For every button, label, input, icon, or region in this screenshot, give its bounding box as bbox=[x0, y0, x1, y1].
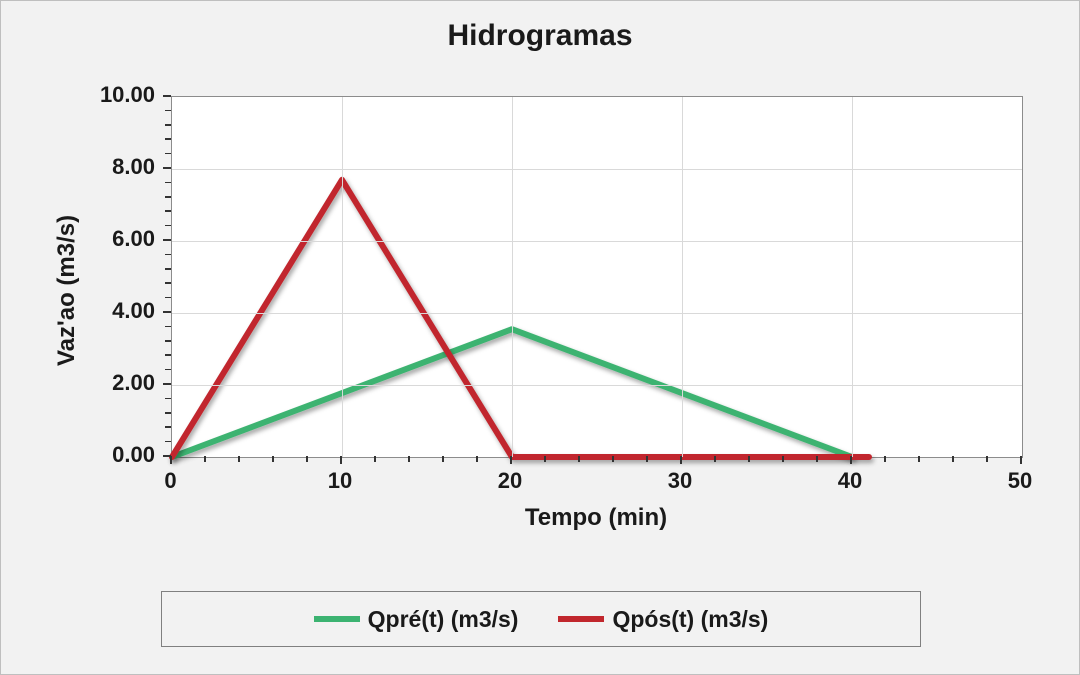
x-minor-tick bbox=[544, 456, 546, 462]
y-minor-tick bbox=[165, 210, 171, 212]
x-minor-tick bbox=[952, 456, 954, 462]
y-minor-tick bbox=[165, 441, 171, 443]
x-tick bbox=[1020, 456, 1022, 464]
x-tick-label: 10 bbox=[328, 468, 352, 494]
grid-line-horizontal bbox=[172, 241, 1022, 242]
y-minor-tick bbox=[165, 225, 171, 227]
x-minor-tick bbox=[374, 456, 376, 462]
y-minor-tick bbox=[165, 124, 171, 126]
y-minor-tick bbox=[165, 426, 171, 428]
x-minor-tick bbox=[272, 456, 274, 462]
chart-lines bbox=[172, 97, 1022, 457]
plot-area bbox=[171, 96, 1023, 458]
y-minor-tick bbox=[165, 254, 171, 256]
y-minor-tick bbox=[165, 268, 171, 270]
x-tick bbox=[170, 456, 172, 464]
legend-swatch bbox=[314, 616, 360, 622]
x-minor-tick bbox=[816, 456, 818, 462]
y-minor-tick bbox=[165, 196, 171, 198]
legend: Qpré(t) (m3/s) Qpós(t) (m3/s) bbox=[161, 591, 921, 647]
x-minor-tick bbox=[748, 456, 750, 462]
x-minor-tick bbox=[578, 456, 580, 462]
y-tick-label: 8.00 bbox=[112, 154, 155, 180]
y-minor-tick bbox=[165, 110, 171, 112]
x-tick-label: 50 bbox=[1008, 468, 1032, 494]
y-minor-tick bbox=[165, 354, 171, 356]
y-minor-tick bbox=[165, 340, 171, 342]
x-minor-tick bbox=[646, 456, 648, 462]
x-tick-label: 40 bbox=[838, 468, 862, 494]
x-tick-label: 20 bbox=[498, 468, 522, 494]
x-axis-title: Tempo (min) bbox=[171, 504, 1021, 532]
legend-label: Qpós(t) (m3/s) bbox=[612, 606, 768, 633]
x-tick bbox=[850, 456, 852, 464]
y-minor-tick bbox=[165, 398, 171, 400]
y-minor-tick bbox=[165, 282, 171, 284]
y-tick bbox=[163, 95, 171, 97]
grid-line-vertical bbox=[852, 97, 853, 457]
x-tick bbox=[680, 456, 682, 464]
y-minor-tick bbox=[165, 369, 171, 371]
grid-line-horizontal bbox=[172, 169, 1022, 170]
x-tick-label: 0 bbox=[164, 468, 176, 494]
y-tick-label: 0.00 bbox=[112, 442, 155, 468]
x-minor-tick bbox=[986, 456, 988, 462]
x-minor-tick bbox=[306, 456, 308, 462]
y-minor-tick bbox=[165, 326, 171, 328]
y-minor-tick bbox=[165, 412, 171, 414]
x-minor-tick bbox=[408, 456, 410, 462]
x-minor-tick bbox=[884, 456, 886, 462]
y-tick-label: 6.00 bbox=[112, 226, 155, 252]
x-minor-tick bbox=[612, 456, 614, 462]
x-minor-tick bbox=[204, 456, 206, 462]
x-minor-tick bbox=[238, 456, 240, 462]
y-tick bbox=[163, 383, 171, 385]
y-minor-tick bbox=[165, 182, 171, 184]
chart-container: Hidrogramas Vaz'ao (m3/s) Tempo (min) Qp… bbox=[0, 0, 1080, 675]
legend-label: Qpré(t) (m3/s) bbox=[368, 606, 519, 633]
y-minor-tick bbox=[165, 153, 171, 155]
x-tick bbox=[510, 456, 512, 464]
y-axis-title: Vaz'ao (m3/s) bbox=[53, 215, 81, 366]
x-minor-tick bbox=[918, 456, 920, 462]
y-minor-tick bbox=[165, 138, 171, 140]
y-tick-label: 4.00 bbox=[112, 298, 155, 324]
y-tick bbox=[163, 167, 171, 169]
x-minor-tick bbox=[476, 456, 478, 462]
grid-line-horizontal bbox=[172, 313, 1022, 314]
y-tick bbox=[163, 311, 171, 313]
x-minor-tick bbox=[442, 456, 444, 462]
x-tick bbox=[340, 456, 342, 464]
chart-title: Hidrogramas bbox=[1, 19, 1079, 53]
grid-line-vertical bbox=[512, 97, 513, 457]
x-tick-label: 30 bbox=[668, 468, 692, 494]
grid-line-vertical bbox=[342, 97, 343, 457]
legend-item-1: Qpós(t) (m3/s) bbox=[558, 606, 768, 633]
y-tick-label: 2.00 bbox=[112, 370, 155, 396]
grid-line-horizontal bbox=[172, 385, 1022, 386]
y-tick bbox=[163, 239, 171, 241]
y-tick-label: 10.00 bbox=[100, 82, 155, 108]
grid-line-vertical bbox=[682, 97, 683, 457]
legend-swatch bbox=[558, 616, 604, 622]
y-minor-tick bbox=[165, 297, 171, 299]
legend-item-0: Qpré(t) (m3/s) bbox=[314, 606, 519, 633]
x-minor-tick bbox=[782, 456, 784, 462]
x-minor-tick bbox=[714, 456, 716, 462]
